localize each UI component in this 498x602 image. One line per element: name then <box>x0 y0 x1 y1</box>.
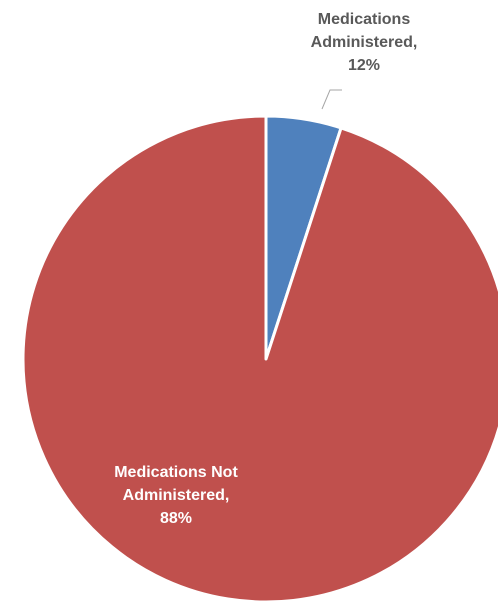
leader-line <box>321 89 342 110</box>
data-label-line: 88% <box>160 510 192 527</box>
data-label-line: Medications <box>318 11 411 28</box>
data-label-medications-not-administered: Medications Not Administered, 88% <box>114 464 238 527</box>
data-label-medications-administered: Medications Administered, 12% <box>311 11 418 74</box>
data-label-line: Administered, <box>311 34 418 51</box>
data-label-line: 12% <box>348 57 380 74</box>
data-label-line: Administered, <box>123 487 230 504</box>
pie-slice-medications-not-administered <box>21 114 498 602</box>
data-label-line: Medications Not <box>114 464 238 481</box>
